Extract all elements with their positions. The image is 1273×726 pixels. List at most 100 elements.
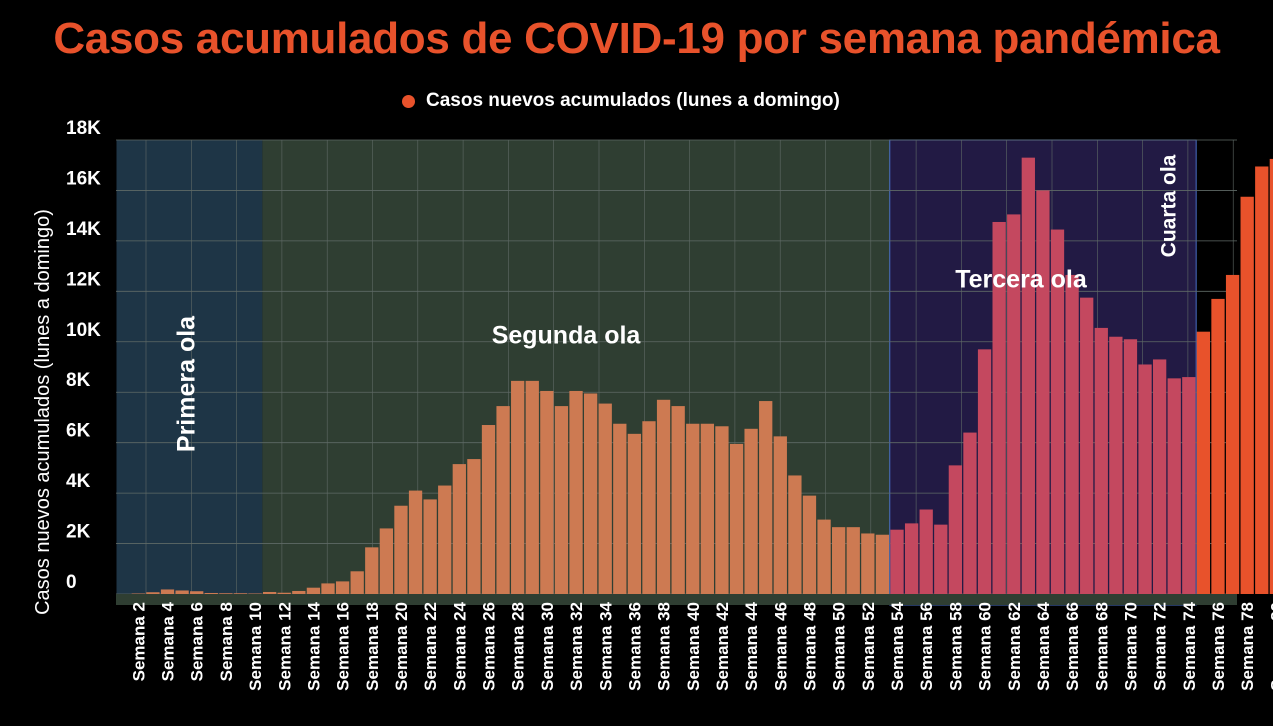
chart-title: Casos acumulados de COVID-19 por semana … [53, 14, 1220, 63]
bar[interactable] [919, 509, 933, 594]
bar[interactable] [408, 490, 423, 594]
bar[interactable] [759, 401, 773, 594]
bar[interactable] [788, 475, 802, 594]
x-tick-label: Semana 78 [1238, 602, 1257, 691]
bar[interactable] [904, 523, 919, 594]
bar[interactable] [1123, 339, 1138, 594]
x-tick-label: Semana 54 [888, 601, 907, 690]
bar[interactable] [992, 221, 1006, 594]
bar[interactable] [963, 432, 977, 594]
bar[interactable] [1240, 196, 1254, 594]
bar[interactable] [569, 390, 583, 594]
legend[interactable]: Casos nuevos acumulados (lunes a domingo… [402, 90, 840, 112]
bar[interactable] [1094, 327, 1108, 594]
bar[interactable] [700, 423, 714, 594]
x-tick-label: Semana 2 [129, 602, 148, 681]
x-tick-label: Semana 46 [771, 602, 790, 691]
bar[interactable] [1138, 364, 1152, 594]
bar[interactable] [554, 406, 569, 594]
x-tick-label: Semana 70 [1122, 602, 1141, 691]
x-tick-label: Semana 64 [1034, 601, 1053, 690]
x-tick-label: Semana 62 [1005, 602, 1024, 691]
bar[interactable] [365, 547, 379, 594]
bar[interactable] [1080, 297, 1094, 594]
bar[interactable] [394, 505, 408, 594]
y-tick-label: 18K [66, 118, 101, 139]
bar[interactable] [204, 592, 218, 594]
bar[interactable] [233, 593, 248, 594]
bar[interactable] [263, 591, 277, 594]
y-tick-label: 8K [66, 370, 91, 391]
bar[interactable] [423, 499, 437, 594]
bar[interactable] [1050, 229, 1065, 595]
y-tick-label: 12K [66, 269, 101, 290]
bar[interactable] [1021, 157, 1035, 594]
bar[interactable] [1255, 166, 1269, 594]
bar[interactable] [832, 527, 846, 594]
bar[interactable] [729, 443, 744, 594]
bar[interactable] [438, 485, 452, 594]
bar[interactable] [948, 465, 963, 594]
bar[interactable] [846, 527, 860, 594]
bar[interactable] [977, 349, 992, 594]
x-tick-label: Semana 56 [917, 602, 936, 691]
bar[interactable] [131, 593, 145, 594]
bar[interactable] [306, 587, 321, 594]
bar[interactable] [525, 380, 539, 594]
x-tick-label: Semana 30 [538, 602, 557, 691]
bar[interactable] [511, 380, 525, 594]
bar[interactable] [1007, 214, 1021, 594]
bar[interactable] [613, 423, 627, 594]
bar[interactable] [146, 592, 160, 594]
bar[interactable] [861, 533, 875, 594]
bar[interactable] [481, 425, 496, 594]
bar[interactable] [1211, 298, 1225, 594]
bar[interactable] [379, 528, 394, 594]
bar[interactable] [1109, 336, 1123, 594]
bar[interactable] [802, 495, 817, 594]
bar[interactable] [934, 524, 948, 594]
bar[interactable] [1196, 331, 1211, 594]
bar[interactable] [773, 436, 787, 594]
bar[interactable] [277, 592, 291, 594]
bar[interactable] [1152, 359, 1167, 594]
bar[interactable] [1269, 158, 1273, 594]
bar[interactable] [1182, 377, 1196, 594]
bar[interactable] [686, 423, 700, 594]
bar[interactable] [321, 583, 335, 594]
bar[interactable] [583, 393, 598, 594]
wave-label: Cuarta ola [1158, 154, 1181, 257]
bar[interactable] [817, 519, 831, 594]
bar[interactable] [744, 428, 758, 594]
bar[interactable] [160, 589, 175, 594]
bar[interactable] [190, 591, 204, 594]
bar[interactable] [715, 426, 729, 594]
bar[interactable] [467, 459, 481, 594]
bar[interactable] [627, 433, 642, 594]
wave-band [116, 140, 263, 605]
bar[interactable] [219, 593, 233, 594]
x-tick-label: Semana 18 [363, 602, 382, 691]
bar[interactable] [1167, 378, 1181, 594]
bar[interactable] [1036, 190, 1050, 594]
y-axis-label: Casos nuevos acumulados (lunes a domingo… [32, 209, 54, 615]
bar[interactable] [540, 390, 554, 594]
bar[interactable] [496, 406, 510, 594]
bar[interactable] [175, 590, 189, 594]
bar[interactable] [1225, 274, 1240, 594]
bar[interactable] [350, 571, 364, 594]
bar[interactable] [292, 590, 306, 594]
bar[interactable] [598, 403, 612, 594]
bar[interactable] [656, 399, 671, 594]
bar[interactable] [335, 581, 350, 594]
bar[interactable] [452, 464, 466, 594]
bar[interactable] [248, 593, 262, 594]
wave-label: Primera ola [173, 315, 201, 452]
bar[interactable] [890, 529, 904, 594]
bar[interactable] [642, 421, 656, 594]
bar[interactable] [671, 406, 685, 594]
bar[interactable] [1065, 274, 1079, 594]
bar[interactable] [875, 534, 890, 594]
x-tick-label: Semana 74 [1180, 601, 1199, 690]
legend-label: Casos nuevos acumulados (lunes a domingo… [426, 90, 840, 111]
